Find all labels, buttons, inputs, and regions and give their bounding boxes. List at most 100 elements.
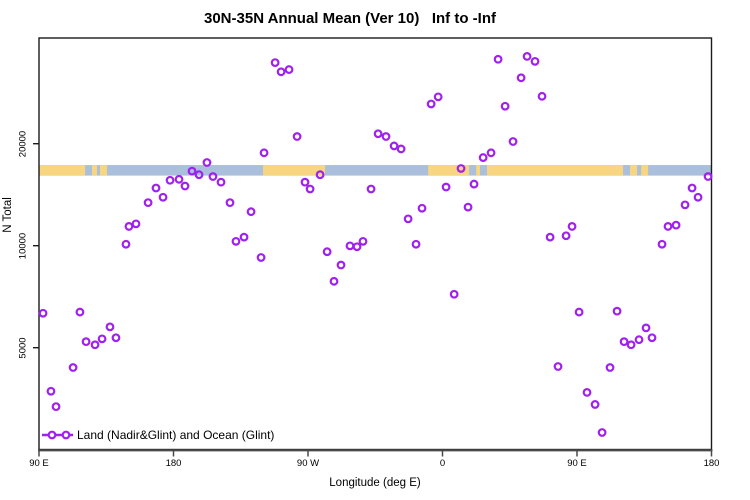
data-point <box>180 181 190 191</box>
data-point <box>381 132 391 141</box>
data-point <box>259 148 269 158</box>
data-point <box>530 56 540 66</box>
x-tick-label: 0 <box>439 458 446 469</box>
data-point <box>647 333 657 343</box>
data-point <box>131 219 141 229</box>
x-tick-label: 90 E <box>567 458 587 469</box>
data-point <box>51 402 61 412</box>
data-point <box>256 253 266 262</box>
data-point <box>469 179 479 189</box>
y-tick-label: 20000 <box>17 130 29 157</box>
x-tick-label: 90 E <box>29 458 49 469</box>
data-point <box>433 92 443 102</box>
data-point <box>396 144 406 154</box>
legend-marker-circle <box>47 430 57 440</box>
map-band-land-segment <box>487 165 624 176</box>
data-point <box>516 73 526 83</box>
data-point <box>582 388 592 397</box>
map-band-land-segment <box>428 165 470 176</box>
data-point <box>97 334 107 344</box>
data-point <box>143 198 153 208</box>
data-point <box>463 202 473 212</box>
data-point <box>270 58 280 68</box>
data-point <box>574 307 584 317</box>
data-point <box>626 340 636 350</box>
y-tick-label: 5000 <box>17 337 29 359</box>
y-axis-label: N Total <box>2 197 14 233</box>
chart-title: 30N-35N Annual Mean (Ver 10) Inf to -Inf <box>204 10 496 27</box>
data-point <box>508 137 518 146</box>
data-point <box>493 54 503 64</box>
data-point <box>687 183 697 193</box>
data-point <box>187 166 197 176</box>
data-point <box>641 323 651 333</box>
data-point <box>352 242 362 252</box>
data-point <box>105 322 115 332</box>
data-point <box>68 363 78 372</box>
data-point <box>231 236 241 246</box>
data-point <box>124 222 134 231</box>
legend-label: Land (Nadir&Glint) and Ocean (Glint) <box>77 428 275 442</box>
data-point <box>75 307 85 317</box>
data-point <box>403 214 413 224</box>
data-point <box>634 335 644 345</box>
data-point <box>373 129 383 139</box>
data-point <box>553 362 563 371</box>
data-point <box>239 232 249 242</box>
data-point <box>417 203 427 213</box>
data-point <box>174 174 184 184</box>
data-point <box>202 158 212 167</box>
data-point <box>411 239 421 249</box>
data-point <box>216 177 226 187</box>
data-point <box>680 200 690 210</box>
data-point <box>315 170 325 180</box>
data-point <box>358 236 368 246</box>
data-point <box>663 222 673 231</box>
data-point <box>537 91 547 101</box>
plot-border <box>38 37 713 451</box>
data-point <box>225 198 235 208</box>
data-point <box>605 363 615 372</box>
data-point <box>597 428 607 437</box>
data-point <box>619 337 629 347</box>
map-band-land-segment <box>99 165 107 176</box>
data-point <box>567 222 577 231</box>
x-axis-label: Longitude (deg E) <box>329 477 421 489</box>
data-point <box>46 386 56 396</box>
data-point <box>389 141 399 151</box>
data-point <box>345 241 355 251</box>
data-point <box>426 99 436 109</box>
x-tick-label: 180 <box>703 458 720 469</box>
data-point <box>612 306 622 316</box>
map-band-ocean <box>39 165 712 176</box>
data-point <box>336 260 346 270</box>
data-point <box>121 239 131 249</box>
data-point <box>151 183 161 193</box>
data-point <box>194 170 204 180</box>
data-point <box>561 231 571 241</box>
data-point <box>522 51 532 61</box>
data-point <box>657 239 667 249</box>
data-point <box>590 400 600 409</box>
data-point <box>486 148 496 158</box>
map-band-land-segment <box>476 165 481 176</box>
data-point <box>165 175 175 185</box>
data-point <box>441 182 451 192</box>
data-point <box>545 232 555 242</box>
x-tick-label: 180 <box>165 458 182 469</box>
data-point <box>292 132 302 141</box>
data-point <box>284 65 294 74</box>
map-band-land-segment <box>263 165 326 176</box>
data-point <box>300 177 310 187</box>
data-point <box>276 67 286 77</box>
data-point <box>111 333 121 343</box>
data-point <box>366 184 376 194</box>
data-point <box>81 337 91 347</box>
legend-marker-circle <box>61 430 71 440</box>
data-point <box>38 308 48 318</box>
data-point <box>703 172 713 181</box>
data-point <box>456 164 466 173</box>
data-point <box>693 192 703 202</box>
